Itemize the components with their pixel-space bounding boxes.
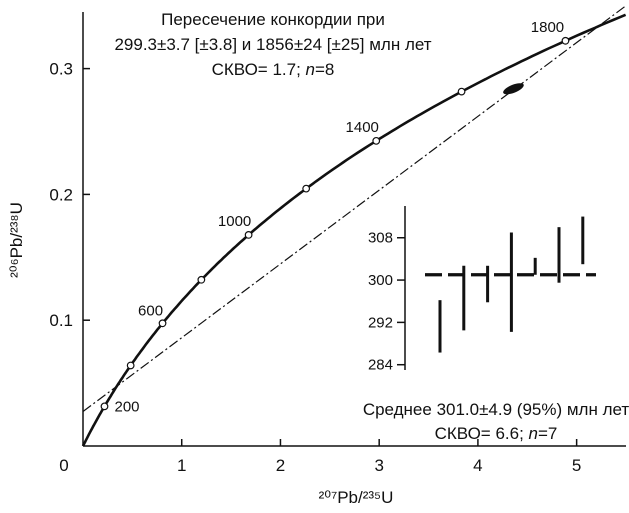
main-axes xyxy=(82,12,626,447)
mean-mswd-suffix: =7 xyxy=(538,424,557,443)
age-marker xyxy=(197,275,206,284)
concordia-age-markers: 200 600 1000 1400 1800 xyxy=(100,19,570,415)
age-marker xyxy=(372,136,381,145)
weighted-mean-inset: 284 292 300 308 xyxy=(368,206,596,374)
mean-mswd: СКВО= 6.6; n=7 xyxy=(435,424,558,443)
age-marker xyxy=(100,402,109,411)
intercept-mswd-prefix: СКВО= 1.7; xyxy=(212,60,306,79)
x-tick-label: 2 xyxy=(276,456,285,475)
mean-mswd-prefix: СКВО= 6.6; xyxy=(435,424,529,443)
age-marker xyxy=(126,361,135,370)
age-marker xyxy=(158,319,167,328)
age-marker xyxy=(561,36,570,45)
age-label: 200 xyxy=(114,398,139,415)
age-label: 1800 xyxy=(531,19,564,36)
intercept-mswd-n: n xyxy=(306,60,315,79)
x-tick-label: 1 xyxy=(177,456,186,475)
x-tick-label: 3 xyxy=(374,456,383,475)
discordia-line xyxy=(82,5,627,412)
age-label: 600 xyxy=(138,302,163,319)
intercept-title: Пересечение конкордии при xyxy=(161,10,385,29)
inset-tick-label: 308 xyxy=(368,230,393,247)
x-axis-title: ²⁰⁷Pb/²³⁵U xyxy=(319,488,394,507)
inset-tick-label: 300 xyxy=(368,272,393,289)
y-axis-title: ²⁰⁶Pb/²³⁸U xyxy=(7,202,26,278)
mean-age-label: Среднее 301.0±4.9 (95%) млн лет xyxy=(363,400,629,419)
intercept-values: 299.3±3.7 [±3.8] и 1856±24 [±25] млн лет xyxy=(114,35,431,54)
data-ellipse xyxy=(503,83,524,95)
age-label: 1400 xyxy=(346,119,379,136)
inset-tick-label: 292 xyxy=(368,314,393,331)
intercept-mswd-suffix: =8 xyxy=(315,60,334,79)
x-tick-label: 0 xyxy=(59,456,68,475)
main-ticks: 0 1 2 3 4 5 0.1 0.2 0.3 xyxy=(49,60,581,475)
y-tick-label: 0.1 xyxy=(49,311,73,330)
age-marker xyxy=(302,184,311,193)
age-label: 1000 xyxy=(218,213,251,230)
y-tick-label: 0.3 xyxy=(49,60,73,79)
mean-mswd-n: n xyxy=(529,424,538,443)
concordia-curve xyxy=(81,13,627,447)
age-marker xyxy=(457,87,466,96)
x-tick-label: 4 xyxy=(473,456,482,475)
inset-tick-label: 284 xyxy=(368,357,393,374)
intercept-mswd: СКВО= 1.7; n=8 xyxy=(212,60,335,79)
x-tick-label: 5 xyxy=(572,456,581,475)
y-tick-label: 0.2 xyxy=(49,185,73,204)
age-marker xyxy=(244,231,253,239)
